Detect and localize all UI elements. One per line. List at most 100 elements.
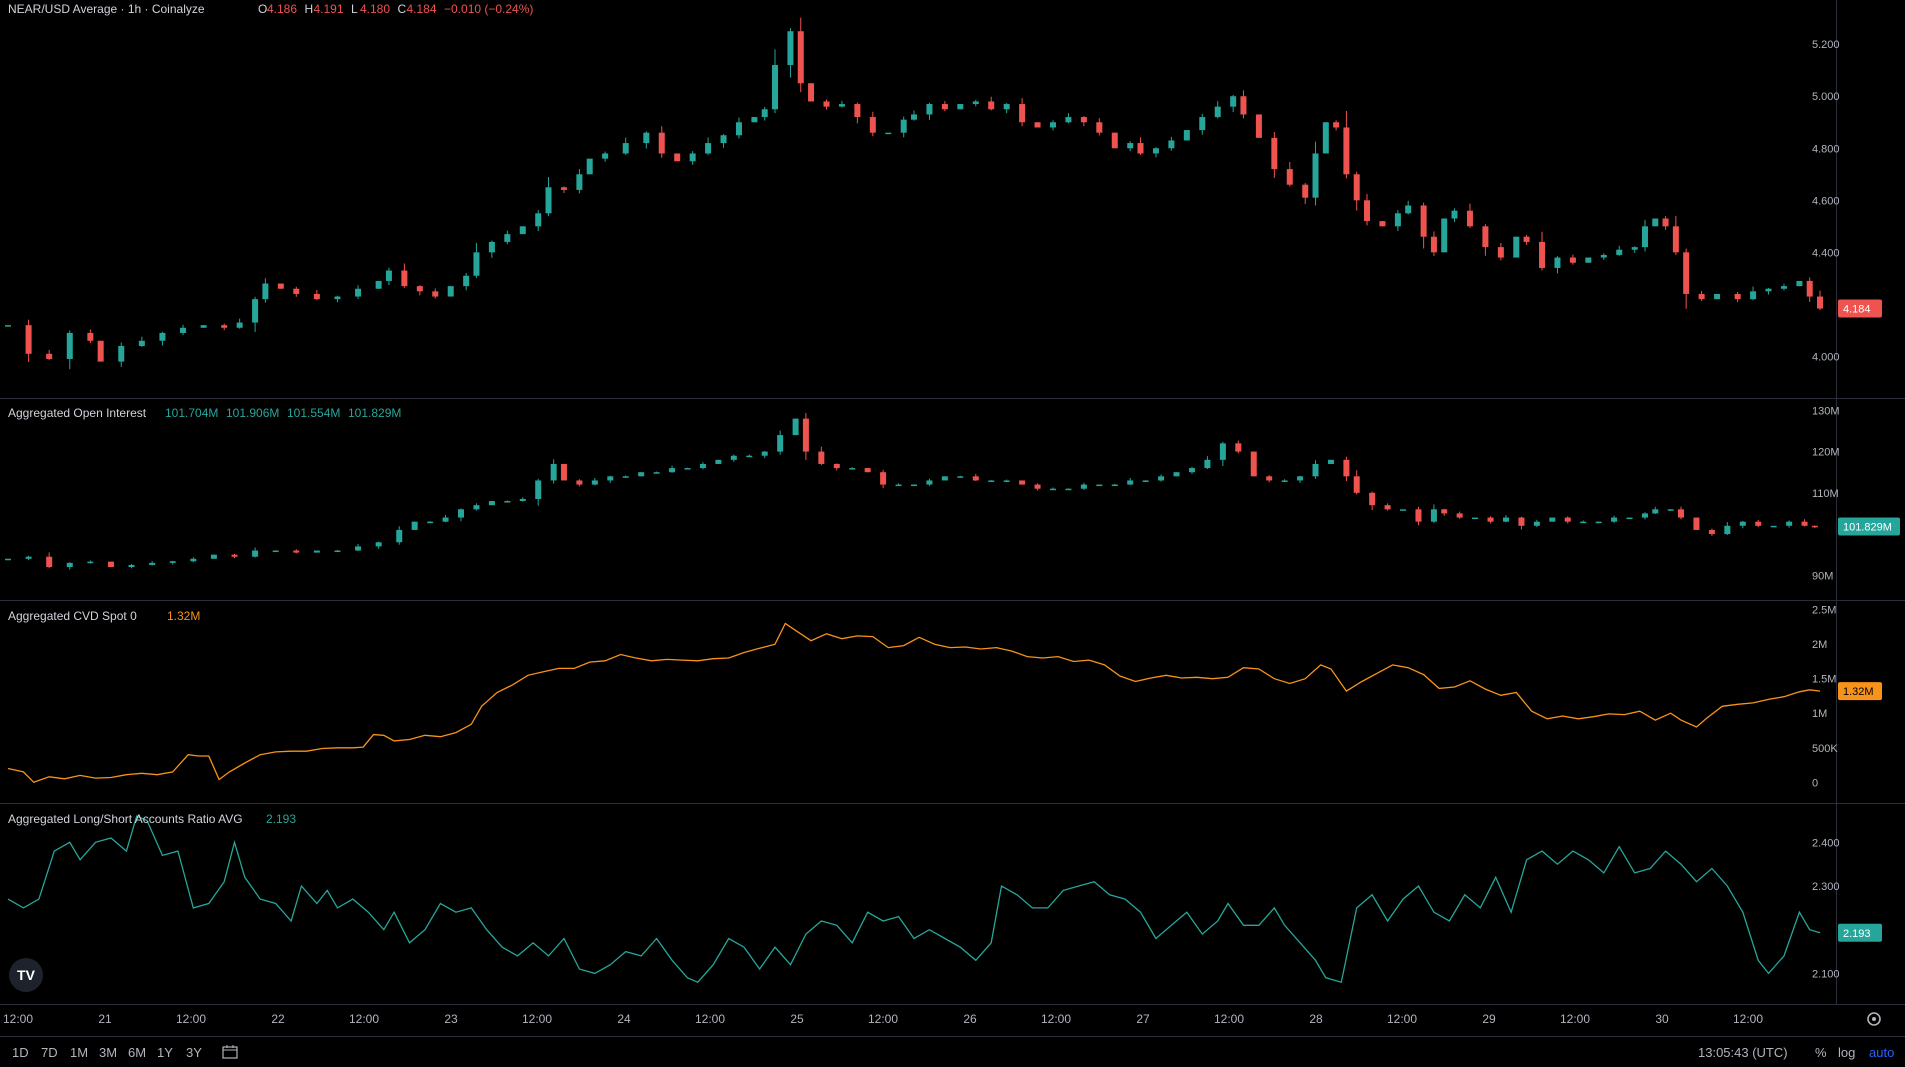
candle-body[interactable] xyxy=(1456,513,1463,518)
candle-body[interactable] xyxy=(1127,480,1134,485)
candle-body[interactable] xyxy=(87,561,94,564)
candle-body[interactable] xyxy=(1811,525,1818,528)
candle-body[interactable] xyxy=(1616,249,1623,255)
candle-body[interactable] xyxy=(802,418,809,452)
candle-body[interactable] xyxy=(988,101,995,110)
candle-body[interactable] xyxy=(200,325,207,328)
candle-body[interactable] xyxy=(1255,114,1262,138)
candle-body[interactable] xyxy=(1142,480,1149,482)
candle-body[interactable] xyxy=(643,132,650,144)
candle-body[interactable] xyxy=(180,327,187,333)
candle-body[interactable] xyxy=(1266,476,1273,481)
timeframe-3m[interactable]: 3M xyxy=(99,1045,118,1060)
candle-body[interactable] xyxy=(746,455,753,458)
candle-body[interactable] xyxy=(1400,509,1407,511)
candle-body[interactable] xyxy=(1693,517,1700,530)
candle-body[interactable] xyxy=(926,480,933,485)
candle-body[interactable] xyxy=(427,521,434,524)
timeframe-3y[interactable]: 3Y xyxy=(186,1045,202,1060)
candle-body[interactable] xyxy=(535,213,542,227)
candle-body[interactable] xyxy=(1065,117,1072,123)
candle-body[interactable] xyxy=(1518,517,1525,526)
candle-body[interactable] xyxy=(885,132,892,135)
candle-body[interactable] xyxy=(442,517,449,522)
candle-body[interactable] xyxy=(473,505,480,510)
candle-body[interactable] xyxy=(1286,169,1293,185)
candle-body[interactable] xyxy=(1554,257,1561,268)
candle-body[interactable] xyxy=(293,550,300,553)
candle-body[interactable] xyxy=(66,562,73,568)
candle-body[interactable] xyxy=(1683,252,1690,294)
auto-scale-toggle[interactable]: auto xyxy=(1869,1045,1895,1060)
candle-body[interactable] xyxy=(777,435,784,452)
candle-body[interactable] xyxy=(972,101,979,105)
candle-body[interactable] xyxy=(797,31,804,84)
candle-body[interactable] xyxy=(1204,459,1211,469)
candle-body[interactable] xyxy=(1214,106,1221,118)
candle-body[interactable] xyxy=(1019,480,1026,485)
candle-body[interactable] xyxy=(941,476,948,481)
candle-body[interactable] xyxy=(355,546,362,551)
candle-body[interactable] xyxy=(1369,492,1376,506)
timeframe-1d[interactable]: 1D xyxy=(12,1045,29,1060)
candle-body[interactable] xyxy=(957,104,964,110)
candle-body[interactable] xyxy=(488,501,495,506)
candle-body[interactable] xyxy=(1230,96,1237,107)
candle-body[interactable] xyxy=(1405,205,1412,214)
candle-body[interactable] xyxy=(1240,96,1247,115)
candle-body[interactable] xyxy=(87,332,94,341)
candle-body[interactable] xyxy=(1343,127,1350,175)
candle-body[interactable] xyxy=(128,564,135,568)
candle-body[interactable] xyxy=(1698,293,1705,300)
candle-body[interactable] xyxy=(1502,517,1509,522)
candle-body[interactable] xyxy=(869,117,876,133)
candle-body[interactable] xyxy=(1049,488,1056,491)
candle-body[interactable] xyxy=(1806,280,1813,297)
candle-body[interactable] xyxy=(1394,213,1401,227)
candle-body[interactable] xyxy=(1420,205,1427,237)
candle-body[interactable] xyxy=(1652,509,1659,514)
candle-body[interactable] xyxy=(107,561,114,568)
candle-body[interactable] xyxy=(880,472,887,485)
candle-body[interactable] xyxy=(1569,257,1576,263)
candle-body[interactable] xyxy=(550,463,557,481)
open-interest-panel[interactable] xyxy=(5,413,1818,570)
candle-body[interactable] xyxy=(586,158,593,175)
candle-body[interactable] xyxy=(236,322,243,328)
candle-body[interactable] xyxy=(1168,140,1175,149)
candle-body[interactable] xyxy=(1626,517,1633,520)
candle-body[interactable] xyxy=(46,353,53,359)
candle-body[interactable] xyxy=(66,332,73,359)
candle-body[interactable] xyxy=(1353,476,1360,493)
candle-body[interactable] xyxy=(5,325,11,327)
candle-body[interactable] xyxy=(1188,468,1195,473)
candle-body[interactable] xyxy=(5,558,11,561)
candle-body[interactable] xyxy=(1137,143,1144,154)
candle-body[interactable] xyxy=(792,418,799,436)
candle-body[interactable] xyxy=(772,65,779,110)
candle-body[interactable] xyxy=(622,143,629,154)
candle-body[interactable] xyxy=(926,104,933,115)
percent-scale-toggle[interactable]: % xyxy=(1815,1045,1827,1060)
candle-body[interactable] xyxy=(1472,517,1479,520)
cvd-panel[interactable] xyxy=(7,622,1821,784)
candle-body[interactable] xyxy=(1183,130,1190,141)
candle-body[interactable] xyxy=(808,83,815,102)
utc-clock[interactable]: 13:05:43 (UTC) xyxy=(1698,1045,1788,1060)
candle-body[interactable] xyxy=(1096,484,1103,487)
candle-body[interactable] xyxy=(1796,280,1803,287)
candle-body[interactable] xyxy=(1611,517,1618,522)
candle-body[interactable] xyxy=(138,340,145,346)
candle-body[interactable] xyxy=(488,241,495,253)
candle-body[interactable] xyxy=(838,104,845,107)
candle-body[interactable] xyxy=(1049,122,1056,128)
log-scale-toggle[interactable]: log xyxy=(1838,1045,1856,1060)
candle-body[interactable] xyxy=(1152,148,1159,154)
candle-body[interactable] xyxy=(1250,451,1257,477)
timeframe-1y[interactable]: 1Y xyxy=(157,1045,173,1060)
candle-body[interactable] xyxy=(864,468,871,473)
candle-body[interactable] xyxy=(1441,218,1448,253)
candle-body[interactable] xyxy=(519,499,526,502)
candle-body[interactable] xyxy=(1482,226,1489,248)
candle-body[interactable] xyxy=(911,114,917,120)
